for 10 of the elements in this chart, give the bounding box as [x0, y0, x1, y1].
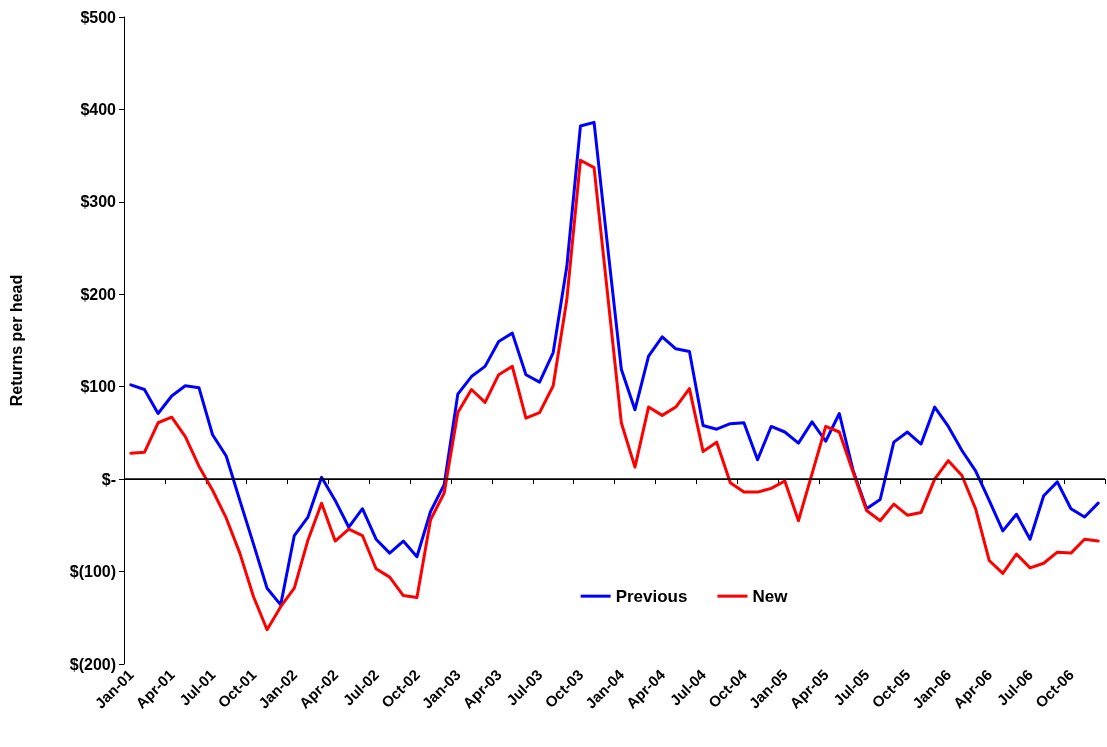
y-axis-title: Returns per head [7, 274, 25, 407]
y-tick-label: $100 [80, 378, 117, 396]
y-tick-label: $300 [80, 193, 117, 211]
legend-label: Previous [615, 586, 688, 606]
y-tick-label: $500 [80, 8, 117, 26]
y-tick-label: $400 [80, 100, 117, 118]
y-tick-label: $- [101, 470, 116, 488]
legend-label: New [752, 586, 789, 606]
y-tick-label: $(100) [69, 563, 116, 581]
y-tick-label: $200 [80, 285, 117, 303]
